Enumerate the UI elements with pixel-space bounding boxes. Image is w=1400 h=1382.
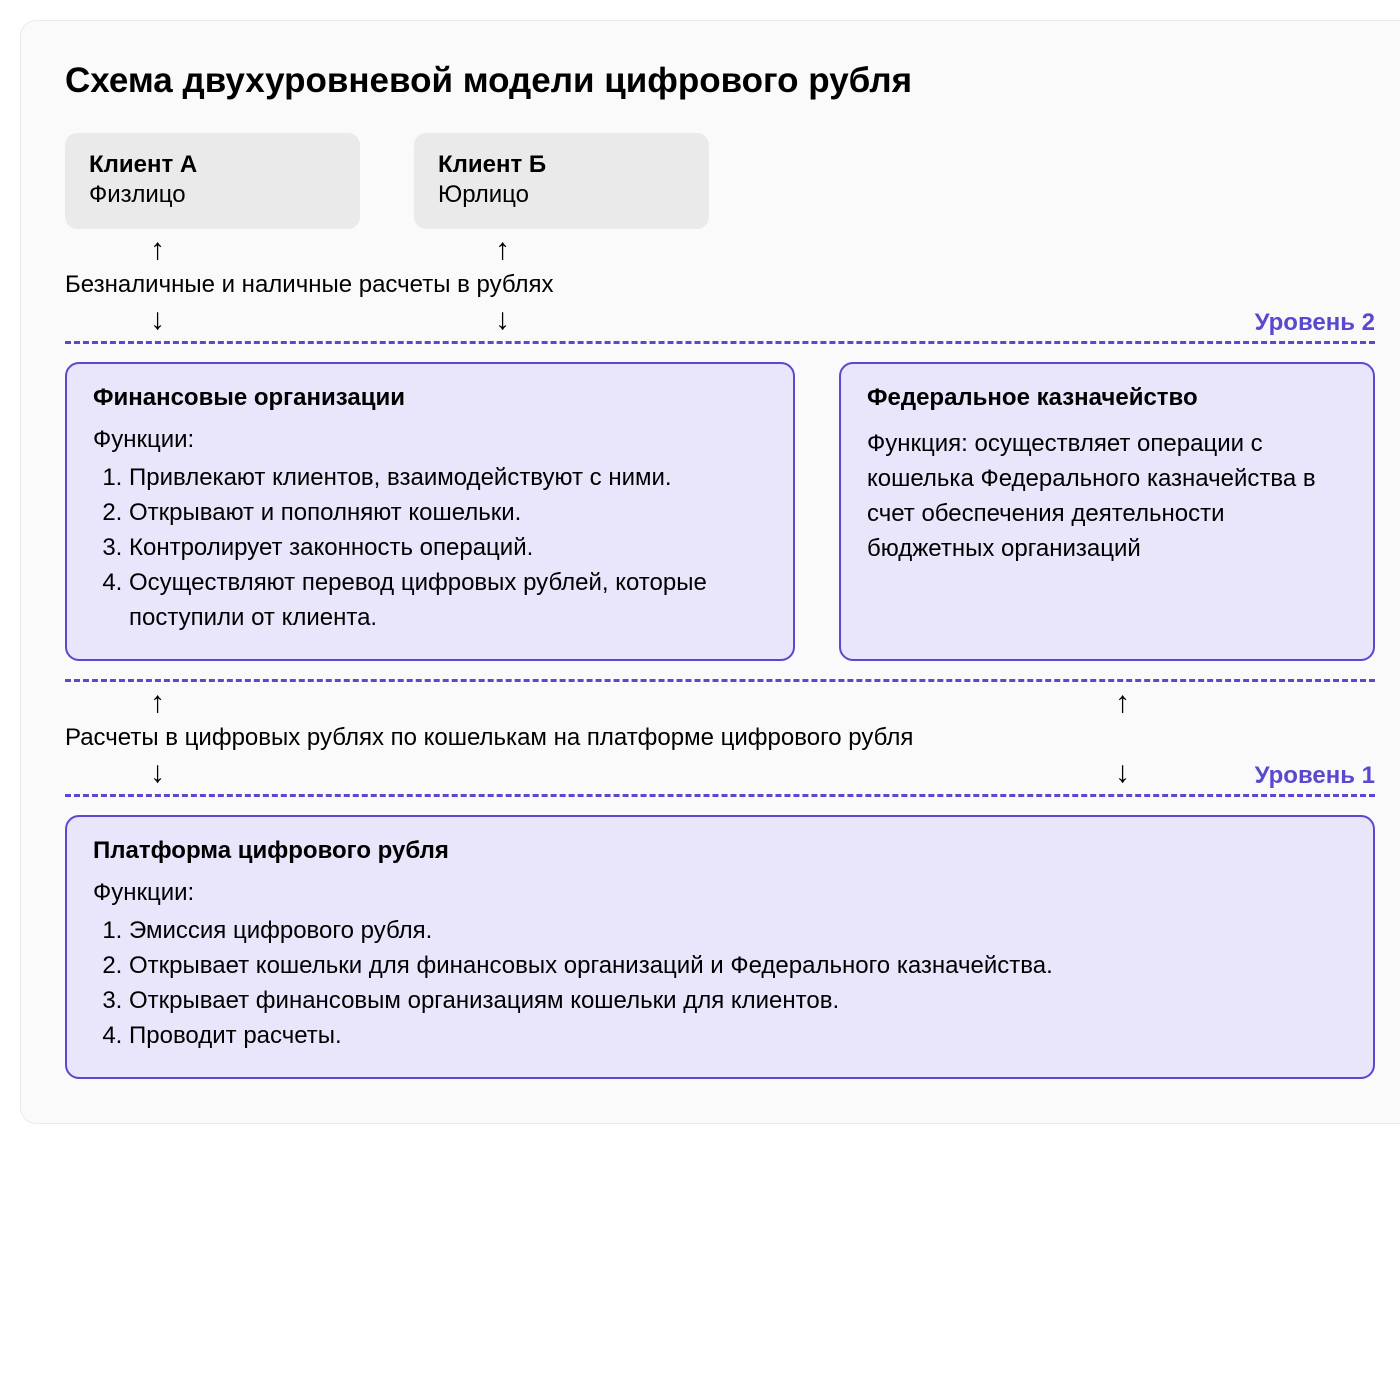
- list-item: Открывает финансовым организациям кошель…: [129, 983, 1347, 1018]
- client-b-sub: Юрлицо: [438, 181, 685, 209]
- dashed-divider: [65, 341, 1375, 344]
- platform-list: Эмиссия цифрового рубля. Открывает кошел…: [93, 913, 1347, 1053]
- platform-wrap: Платформа цифрового рубля Функции: Эмисс…: [65, 815, 1375, 1079]
- level2-row: ↓ ↓ Уровень 2: [65, 299, 1375, 341]
- fed-box: Федеральное казначейство Функция: осущес…: [839, 362, 1375, 661]
- arrow-up-icon: ↑: [495, 235, 510, 265]
- arrow-down-icon: ↓: [1115, 758, 1130, 788]
- arrow-row-up-1: ↑ ↑: [65, 229, 1375, 271]
- arrow-down-icon: ↓: [495, 305, 510, 335]
- fin-org-func-label: Функции:: [93, 426, 767, 454]
- list-item: Открывают и пополняют кошельки.: [129, 495, 767, 530]
- platform-box: Платформа цифрового рубля Функции: Эмисс…: [65, 815, 1375, 1079]
- level-1-label: Уровень 1: [1255, 762, 1375, 790]
- arrow-up-icon: ↑: [1115, 688, 1130, 718]
- platform-func-label: Функции:: [93, 879, 1347, 907]
- level2-boxes: Финансовые организации Функции: Привлека…: [65, 362, 1375, 661]
- arrow-up-icon: ↑: [150, 235, 165, 265]
- client-b-title: Клиент Б: [438, 151, 685, 179]
- list-item: Открывает кошельки для финансовых органи…: [129, 948, 1347, 983]
- dashed-divider: [65, 794, 1375, 797]
- list-item: Контролирует законность операций.: [129, 530, 767, 565]
- diagram-title: Схема двухуровневой модели цифрового руб…: [65, 61, 1375, 101]
- arrow-down-icon: ↓: [150, 758, 165, 788]
- arrow-down-icon: ↓: [150, 305, 165, 335]
- level-2-label: Уровень 2: [1255, 309, 1375, 337]
- list-item: Привлекают клиентов, взаимодействуют с н…: [129, 460, 767, 495]
- list-item: Проводит расчеты.: [129, 1018, 1347, 1053]
- arrow-up-icon: ↑: [150, 688, 165, 718]
- fin-org-title: Финансовые организации: [93, 384, 767, 412]
- client-b-box: Клиент Б Юрлицо: [414, 133, 709, 229]
- platform-title: Платформа цифрового рубля: [93, 837, 1347, 865]
- fin-org-list: Привлекают клиентов, взаимодействуют с н…: [93, 460, 767, 635]
- client-a-title: Клиент А: [89, 151, 336, 179]
- client-row: Клиент А Физлицо Клиент Б Юрлицо: [65, 133, 1375, 229]
- list-item: Осуществляют перевод цифровых рублей, ко…: [129, 565, 767, 635]
- arrow-row-up-2: ↑ ↑: [65, 682, 1375, 724]
- diagram-container: Схема двухуровневой модели цифрового руб…: [20, 20, 1400, 1124]
- fin-org-box: Финансовые организации Функции: Привлека…: [65, 362, 795, 661]
- client-a-box: Клиент А Физлицо: [65, 133, 360, 229]
- client-a-sub: Физлицо: [89, 181, 336, 209]
- connect-text-2: Расчеты в цифровых рублях по кошелькам н…: [65, 724, 1375, 752]
- fed-text: Функция: осуществляет операции с кошельк…: [867, 426, 1347, 566]
- list-item: Эмиссия цифрового рубля.: [129, 913, 1347, 948]
- connect-text-1: Безналичные и наличные расчеты в рублях: [65, 271, 1375, 299]
- level1-row: ↓ ↓ Уровень 1: [65, 752, 1375, 794]
- fed-title: Федеральное казначейство: [867, 384, 1347, 412]
